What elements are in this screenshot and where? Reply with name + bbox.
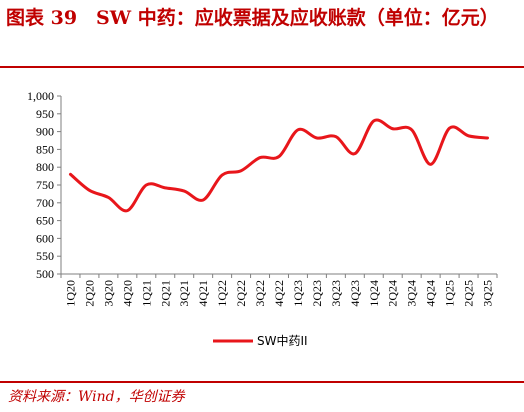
y-tick-label: 800 — [36, 160, 54, 174]
x-tick-label: 3Q22 — [253, 280, 267, 307]
x-tick-label: 3Q20 — [101, 280, 115, 307]
x-tick-label: 1Q20 — [63, 280, 77, 307]
data-point — [315, 137, 318, 140]
x-tick-label: 1Q21 — [139, 280, 153, 307]
x-tick-label: 2Q23 — [310, 280, 324, 307]
series-layer — [68, 118, 490, 213]
data-point — [296, 128, 299, 131]
data-point — [353, 152, 356, 155]
series-line-sw-zhongyao — [68, 118, 490, 213]
x-tick-label: 4Q23 — [348, 280, 362, 307]
y-tick-label: 650 — [36, 214, 54, 228]
data-point — [221, 174, 224, 177]
data-point — [334, 135, 337, 138]
data-point — [486, 137, 489, 140]
title-rule — [0, 66, 524, 68]
source-note: 资料来源：Wind，华创证券 — [8, 389, 185, 405]
x-tick-label: 1Q22 — [215, 280, 229, 307]
y-tick-label: 1,000 — [27, 89, 54, 103]
y-tick-label: 850 — [36, 142, 54, 156]
x-tick-label: 2Q24 — [386, 280, 400, 307]
data-point — [126, 209, 129, 212]
data-point — [164, 186, 167, 189]
data-point — [240, 169, 243, 172]
y-tick-label: 500 — [36, 267, 54, 281]
y-axis-ticks: 500 550 600 650 700 750 800 850 900 950 1,000 — [27, 89, 61, 281]
source-rule — [0, 381, 524, 383]
chart-title: 图表 39 SW 中药：应收票据及应收账款（单位：亿元） — [6, 7, 499, 29]
y-tick-label: 900 — [36, 125, 54, 139]
data-point — [429, 163, 432, 166]
x-tick-label: 3Q25 — [481, 280, 495, 307]
data-point — [69, 173, 72, 176]
x-tick-label: 4Q24 — [424, 280, 438, 307]
data-point — [467, 134, 470, 137]
x-tick-label: 4Q22 — [272, 280, 286, 307]
data-point — [145, 184, 148, 187]
legend: SW中药II — [213, 333, 308, 348]
y-tick-label: 750 — [36, 178, 54, 192]
x-tick-label: 1Q23 — [291, 280, 305, 307]
legend-label: SW中药II — [257, 333, 308, 348]
axes — [60, 96, 497, 275]
x-axis-ticks: 1Q20 2Q20 3Q20 4Q20 1Q21 2Q21 3Q21 4Q21 1Q22 2Q22… — [60, 274, 498, 307]
x-tick-label: 1Q25 — [443, 280, 457, 307]
data-point — [278, 155, 281, 158]
data-point — [410, 128, 413, 131]
y-tick-label: 700 — [36, 196, 54, 210]
y-tick-label: 600 — [36, 231, 54, 245]
x-tick-label: 4Q20 — [120, 280, 134, 307]
data-point — [448, 127, 451, 130]
data-point — [372, 119, 375, 122]
y-tick-label: 550 — [36, 249, 54, 263]
data-point — [259, 156, 262, 159]
data-point — [88, 189, 91, 192]
data-point — [202, 198, 205, 201]
x-tick-label: 2Q22 — [234, 280, 248, 307]
x-tick-label: 3Q23 — [329, 280, 343, 307]
x-tick-label: 3Q24 — [405, 280, 419, 307]
x-tick-label: 2Q21 — [158, 280, 172, 307]
data-point — [391, 127, 394, 130]
x-tick-label: 4Q21 — [196, 280, 210, 307]
x-tick-label: 1Q24 — [367, 280, 381, 307]
x-tick-label: 2Q25 — [462, 280, 476, 307]
data-point — [183, 190, 186, 193]
x-tick-label: 2Q20 — [82, 280, 96, 307]
x-tick-label: 3Q21 — [177, 280, 191, 307]
data-point — [107, 196, 110, 199]
y-tick-label: 950 — [36, 107, 54, 121]
